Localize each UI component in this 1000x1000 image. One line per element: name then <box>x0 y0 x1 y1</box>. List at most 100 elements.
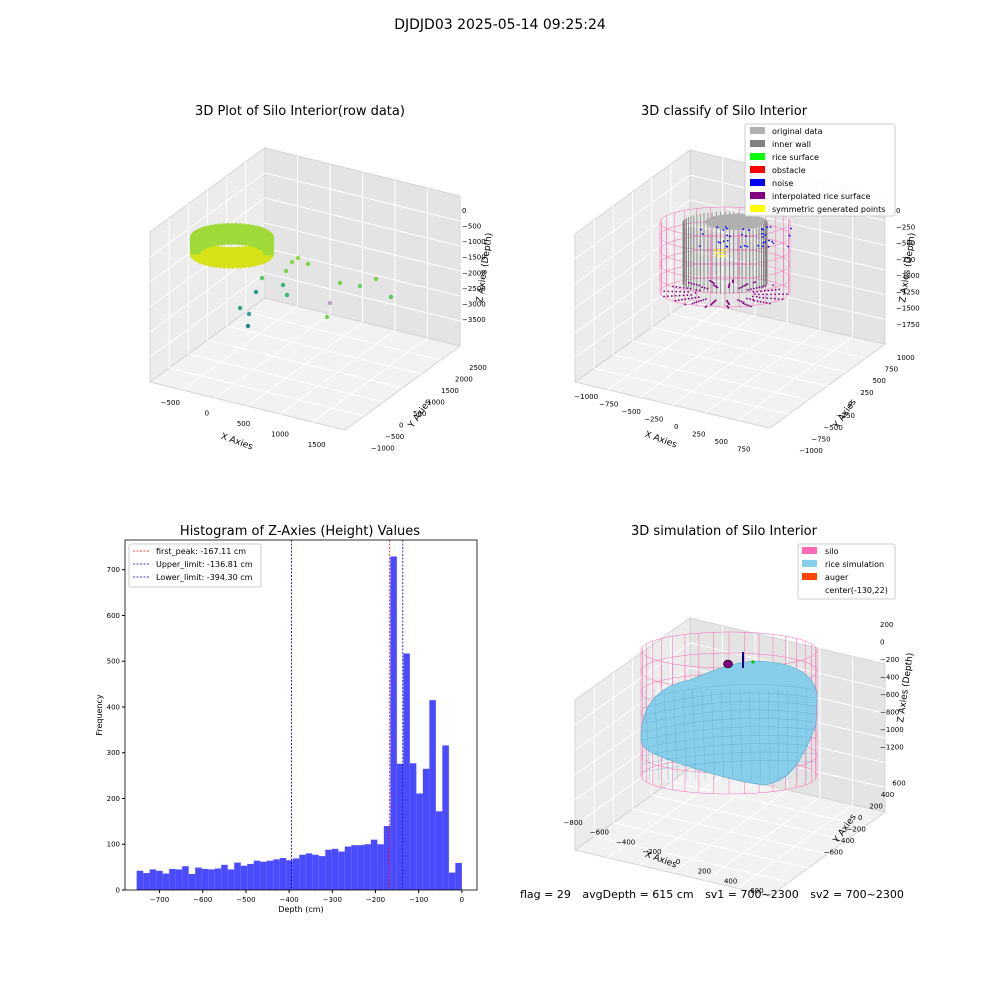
histogram-x-tick-label: −300 <box>323 896 342 904</box>
panel4-legend-label: rice simulation <box>825 560 884 569</box>
histogram-bar <box>390 556 397 890</box>
panel1-x-axis-label: X Axies <box>219 432 254 453</box>
panel2-interpolated-point <box>755 287 758 289</box>
panel4-rice-surface <box>640 660 818 786</box>
panel2-y-tick-label: −500 <box>824 424 843 432</box>
panel2-legend-swatch <box>750 205 765 212</box>
panel1-outlier-point <box>388 294 394 300</box>
panel2-interpolated-point <box>682 286 685 289</box>
panel2-interpolated-point <box>764 285 766 287</box>
panel2-legend-swatch <box>750 166 765 173</box>
panel1-outlier-point <box>284 292 290 298</box>
panel2-z-tick-label: −1750 <box>896 321 920 329</box>
panel4-x-tick-label: 0 <box>676 858 680 866</box>
panel2-interpolated-point <box>766 297 769 299</box>
panel4-grid-line <box>574 642 886 726</box>
panel2-legend-swatch <box>750 140 765 147</box>
panel4-y-tick-label: −400 <box>835 837 854 845</box>
panel4-x-tick-label: 600 <box>750 887 763 895</box>
panel1-z-tick-label: −1000 <box>462 238 486 246</box>
panel2-noise-point <box>700 228 702 231</box>
panel2-interpolated-point <box>738 299 741 302</box>
panel1-x-tick-label: −500 <box>161 399 180 407</box>
panel4-center-dot <box>751 660 755 664</box>
panel2-interpolated-point <box>754 281 757 283</box>
panel2-interpolated-point <box>738 287 741 290</box>
panel2-symmetric-point <box>723 255 726 257</box>
panel1-y-axis-label: Y Axies <box>406 397 434 430</box>
panel2-interpolated-point <box>695 301 698 303</box>
panel1-point <box>219 261 225 267</box>
flag-value: flag = 29 <box>520 888 571 901</box>
panel2-interpolated-point <box>706 287 709 290</box>
panel4-surface-mesh-line <box>641 709 817 725</box>
histogram-legend-label: Upper_limit: -136.81 cm <box>156 560 253 569</box>
histogram-y-tick-label: 100 <box>107 841 120 849</box>
panel2-interpolated-point <box>766 293 768 296</box>
panel2-interpolated-point <box>731 281 734 283</box>
panel1-point <box>223 262 228 267</box>
histogram-x-tick-label: −600 <box>193 896 212 904</box>
panel2-noise-point <box>726 227 728 230</box>
panel2-interpolated-point <box>714 299 717 302</box>
panel2-interpolated-point <box>713 282 715 285</box>
panel2-noise-point <box>729 235 731 238</box>
panel2-noise-point <box>762 241 765 244</box>
panel2-interpolated-point <box>767 289 770 292</box>
histogram-legend-frame <box>128 543 262 588</box>
panel2-interpolated-point <box>758 293 760 296</box>
histogram-bar <box>292 858 300 890</box>
panel2-noise-point <box>719 242 722 244</box>
panel4-grid-line <box>574 667 886 751</box>
panel2-interpolated-point <box>756 290 759 293</box>
status-line: flag = 29 avgDepth = 615 cm sv1 = 700~23… <box>520 888 912 901</box>
panel4-legend-swatch <box>802 547 817 554</box>
panel2-legend-frame <box>744 123 896 217</box>
panel1-point <box>232 240 238 245</box>
panel2-interpolated-point <box>684 303 687 306</box>
panel1-z-tick-label: −1500 <box>462 254 486 262</box>
panel4-surface-mesh-line <box>787 689 789 781</box>
panel4-surface-mesh-line <box>739 689 743 781</box>
histogram-bar <box>253 860 261 890</box>
panel1-y-tick-label: 2500 <box>469 364 487 372</box>
panel2-interpolated-point <box>689 287 692 290</box>
panel2-interpolated-point <box>746 304 748 306</box>
panel2-interpolated-point <box>694 296 697 299</box>
panel2-symmetric-point <box>721 249 724 251</box>
panel4-legend-swatch <box>802 560 817 567</box>
histogram-bar <box>260 861 267 890</box>
histogram-bar <box>143 873 150 890</box>
panel1-title: 3D Plot of Silo Interior(row data) <box>195 104 405 119</box>
panel1-y-tick-label: 1500 <box>441 387 459 395</box>
panel1-outlier-point <box>253 289 259 295</box>
panel2-symmetric-point <box>718 252 721 254</box>
panel2-interpolated-point <box>747 288 749 291</box>
panel2-interpolated-point <box>709 279 711 282</box>
histogram-bar <box>455 863 462 890</box>
panel2-legend-swatch <box>750 192 765 199</box>
panel4-surface-mesh-line <box>641 684 817 701</box>
panel2-symmetric-point <box>722 252 725 254</box>
panel2-legend-swatch <box>750 127 765 134</box>
panel2-interpolated-point <box>755 295 758 298</box>
panel2-interpolated-point <box>754 293 756 295</box>
panel2-symmetric-point <box>717 249 720 251</box>
histogram-x-tick-label: −700 <box>150 896 169 904</box>
panel2-interpolated-point <box>694 291 697 294</box>
panel2-interpolated-point <box>677 299 680 302</box>
histogram-bar <box>182 866 189 890</box>
panel2-interpolated-point <box>762 301 765 304</box>
panel2-x-tick-label: −500 <box>622 408 641 416</box>
histogram-bars <box>136 556 462 890</box>
panel1-y-tick-label: 1000 <box>427 398 445 406</box>
panel2-interpolated-point <box>753 287 755 290</box>
panel1-y-tick-label: 2000 <box>455 375 473 383</box>
panel4-simulation <box>640 631 818 795</box>
histogram-bar <box>403 653 410 890</box>
panel4-z-tick-label: −800 <box>880 708 899 716</box>
panel1-y-tick-label: −500 <box>385 433 404 441</box>
panel2-noise-point <box>743 244 746 247</box>
panel2-interpolated-point <box>753 299 756 302</box>
panel2-legend-label: symmetric generated points <box>772 205 885 214</box>
